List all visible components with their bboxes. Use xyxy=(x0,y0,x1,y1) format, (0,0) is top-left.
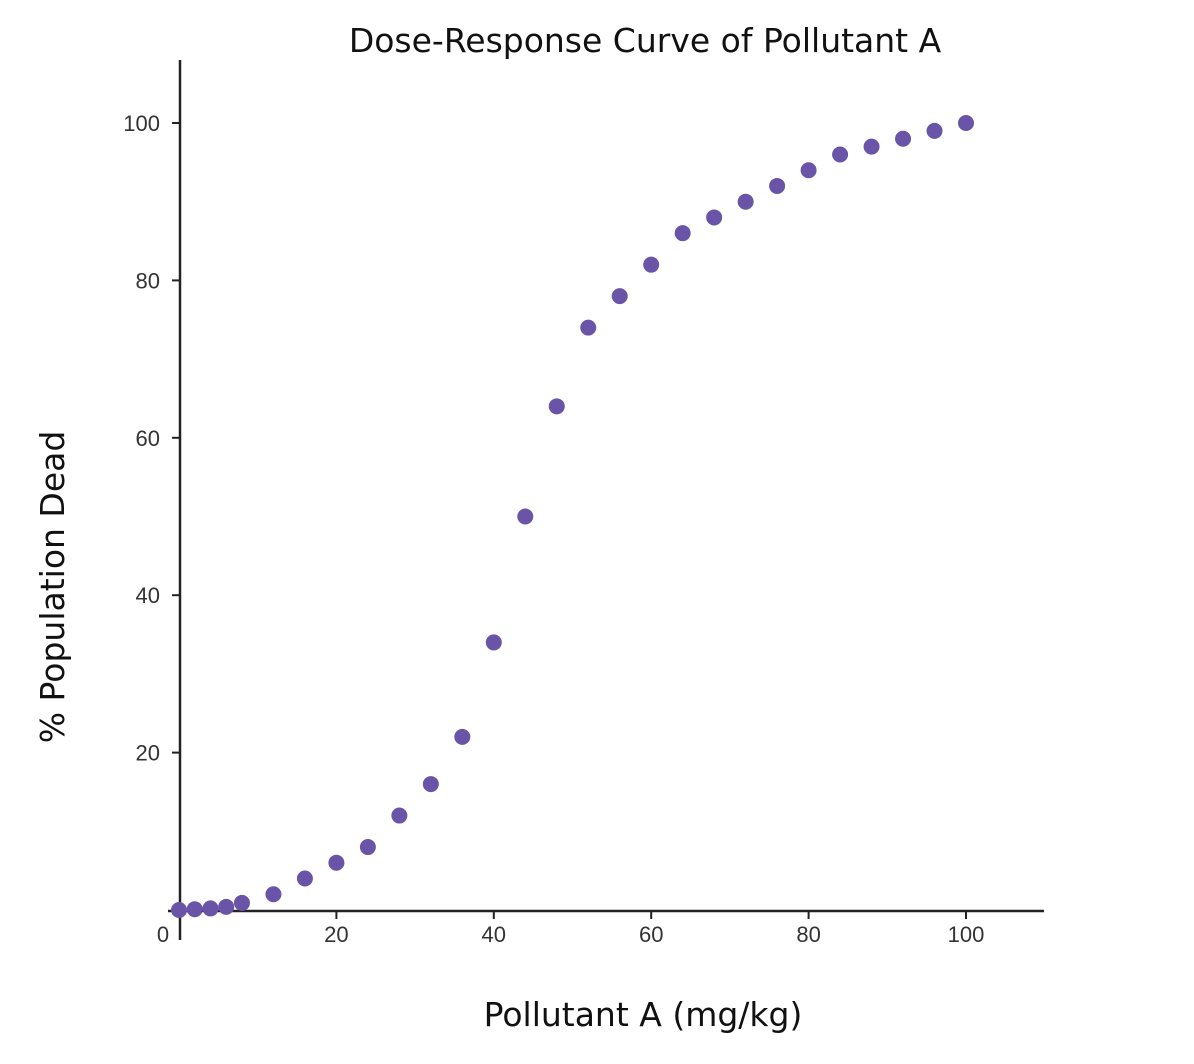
data-point xyxy=(895,130,912,147)
chart-title: Dose-Response Curve of Pollutant A xyxy=(349,21,942,60)
data-point xyxy=(769,177,786,194)
data-point xyxy=(171,902,187,918)
data-point xyxy=(328,854,345,871)
y-axis-title: % Population Dead xyxy=(33,431,72,744)
data-point xyxy=(485,634,502,651)
data-point xyxy=(863,138,880,155)
data-point xyxy=(706,209,723,226)
data-point xyxy=(580,319,597,336)
data-point xyxy=(517,508,534,525)
data-point xyxy=(359,839,376,856)
data-point xyxy=(800,162,817,179)
data-point xyxy=(233,894,250,911)
x-tick-label: 20 xyxy=(324,922,348,947)
x-tick-label: 0 xyxy=(157,922,169,947)
y-tick-label: 40 xyxy=(136,583,160,608)
data-points xyxy=(171,115,974,918)
data-point xyxy=(611,288,628,305)
y-tick-label: 100 xyxy=(123,111,160,136)
data-point xyxy=(454,728,471,745)
x-axis-ticks: 0 20 40 60 80 100 xyxy=(157,911,984,947)
data-point xyxy=(265,886,282,903)
data-point xyxy=(391,807,408,824)
x-tick-label: 60 xyxy=(639,922,663,947)
data-point xyxy=(958,115,974,131)
x-tick-label: 100 xyxy=(948,922,985,947)
x-tick-label: 40 xyxy=(482,922,506,947)
x-tick-label: 80 xyxy=(796,922,820,947)
y-axis-ticks: 20 40 60 80 100 xyxy=(123,111,180,766)
data-point xyxy=(548,398,565,415)
data-point xyxy=(296,870,313,887)
data-point xyxy=(202,900,219,917)
data-point xyxy=(422,776,439,793)
y-tick-label: 60 xyxy=(136,426,160,451)
data-point xyxy=(218,898,235,915)
y-tick-label: 20 xyxy=(136,741,160,766)
data-point xyxy=(643,256,660,273)
x-axis-title: Pollutant A (mg/kg) xyxy=(484,995,803,1034)
data-point xyxy=(737,193,754,210)
data-point xyxy=(674,225,691,242)
data-point xyxy=(186,901,203,918)
data-point xyxy=(926,122,943,139)
data-point xyxy=(832,146,849,163)
y-tick-label: 80 xyxy=(136,268,160,293)
